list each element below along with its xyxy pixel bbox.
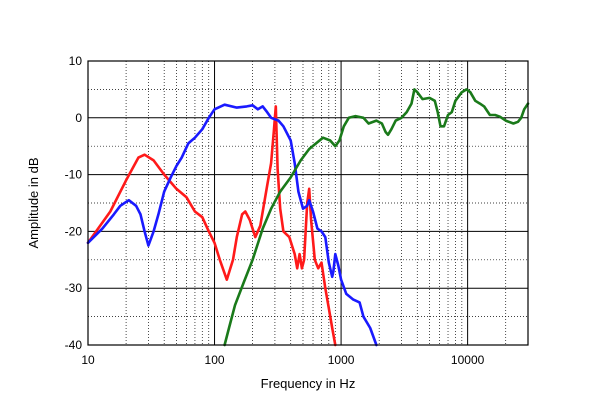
x-tick-labels: 10 100 1000 10000 bbox=[81, 353, 484, 367]
series-line-3 bbox=[223, 88, 530, 347]
x-tick-label: 1000 bbox=[328, 353, 355, 367]
x-tick-label: 10 bbox=[81, 353, 95, 367]
plot-frame bbox=[87, 60, 529, 346]
y-tick-label: -10 bbox=[65, 168, 83, 182]
x-tick-label: 10000 bbox=[451, 353, 485, 367]
series-layer bbox=[86, 88, 530, 347]
x-axis-title: Frequency in Hz bbox=[261, 376, 356, 391]
minor-gridlines bbox=[88, 61, 529, 345]
series-line-2 bbox=[86, 103, 378, 347]
y-axis-title: Amplitude in dB bbox=[26, 157, 41, 248]
y-tick-label: -30 bbox=[65, 281, 83, 295]
series-line-1 bbox=[86, 105, 337, 347]
y-tick-label: -40 bbox=[65, 338, 83, 352]
y-tick-label: 0 bbox=[75, 111, 82, 125]
x-tick-label: 100 bbox=[205, 353, 225, 367]
y-tick-label: -20 bbox=[65, 224, 83, 238]
y-tick-label: 10 bbox=[69, 54, 83, 68]
y-tick-labels: 10 0 -10 -20 -30 -40 bbox=[65, 54, 83, 352]
